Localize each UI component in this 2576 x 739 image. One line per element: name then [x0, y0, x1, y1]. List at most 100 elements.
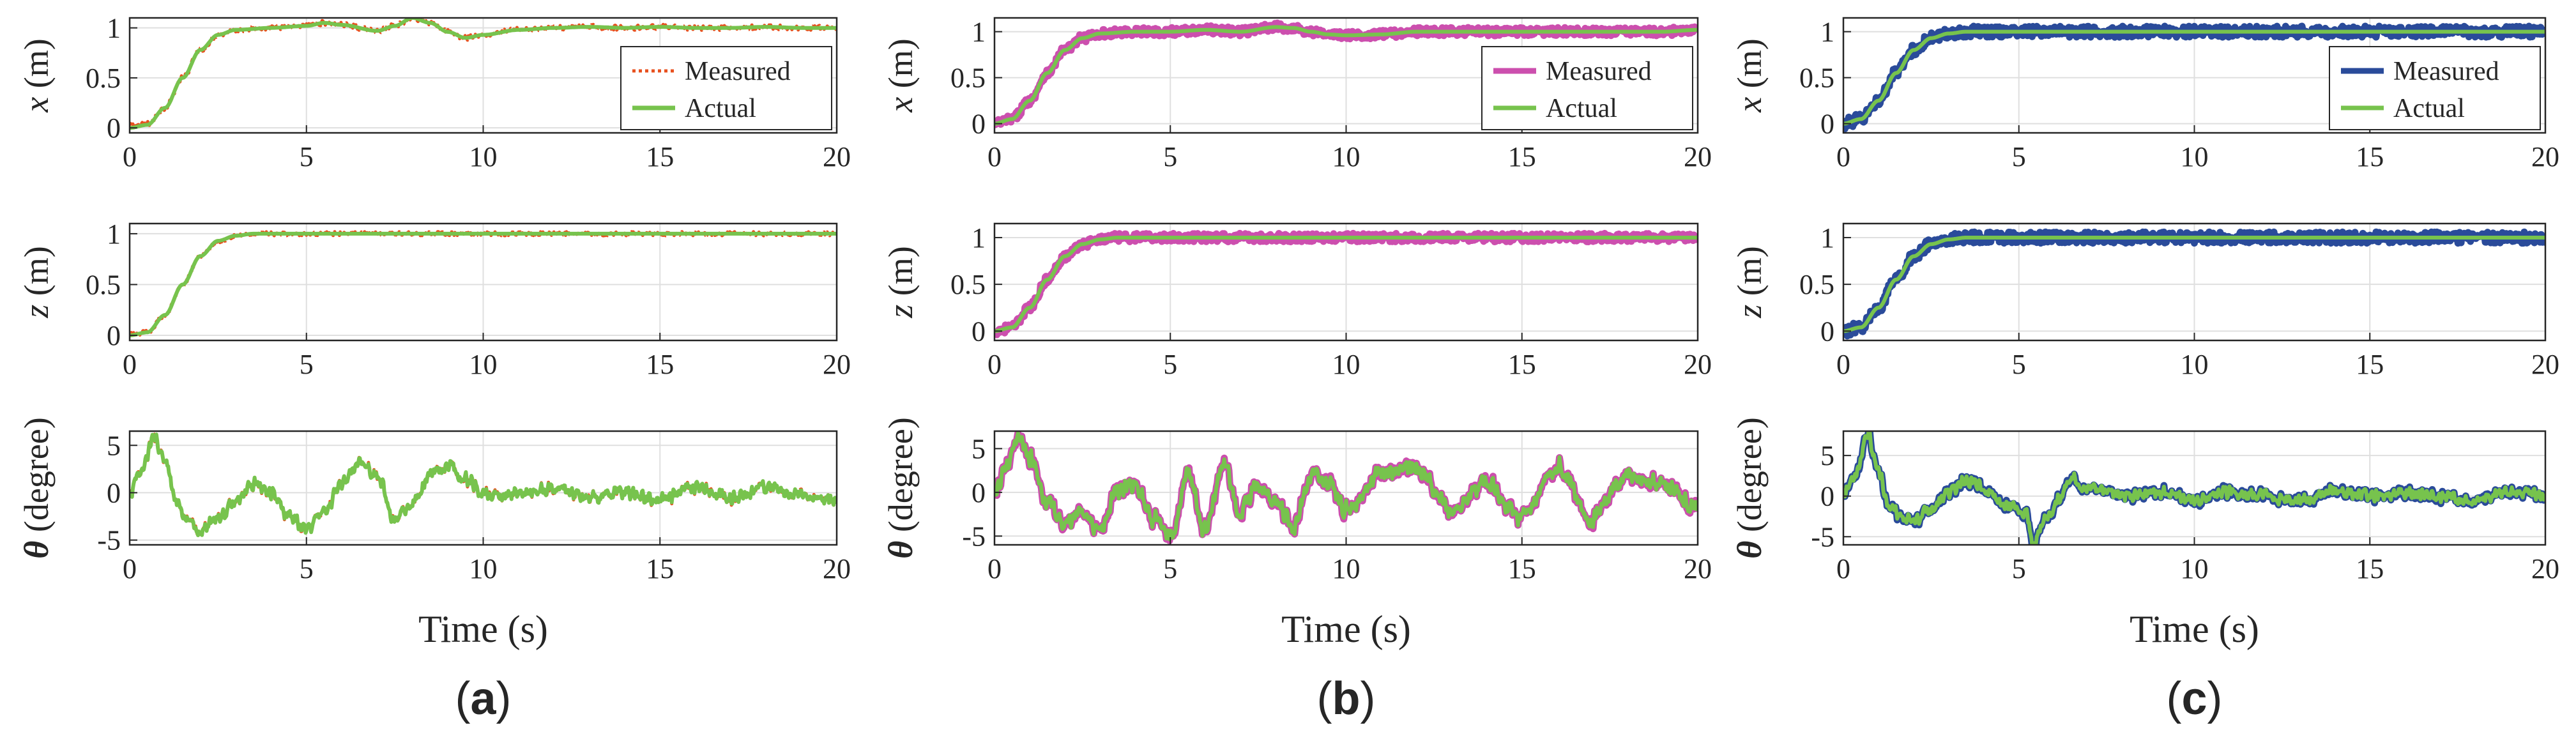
x-tick-label: 0 [123, 141, 137, 172]
subplot-b-z: 0 5 10 15 20 0 0.5 1 z (m) [881, 222, 1712, 380]
legend-label-actual: Actual [1546, 94, 1617, 123]
legend-label-measured: Measured [2393, 57, 2499, 86]
x-tick-label: 5 [300, 349, 314, 380]
x-tick-label: 15 [646, 349, 674, 380]
x-tick-label: 15 [1508, 141, 1536, 172]
x-tick-label: 15 [2356, 141, 2384, 172]
x-tick-label: 5 [1163, 349, 1177, 380]
series-line-actual [130, 432, 837, 537]
series-group [1843, 22, 2545, 133]
x-tick-label: 10 [1332, 553, 1360, 584]
x-axis-label: Time (s) [2130, 608, 2259, 650]
x-tick-label: 0 [987, 349, 1002, 380]
x-tick-label: 0 [123, 553, 137, 584]
x-tick-label: 5 [300, 553, 314, 584]
panel-caption-b: (b) [1317, 673, 1376, 724]
y-tick-label: 0 [1820, 316, 1834, 347]
y-tick-label: -5 [97, 525, 121, 556]
x-tick-label: 10 [469, 349, 498, 380]
series-line-actual [1843, 236, 2545, 333]
x-tick-label: 20 [1684, 553, 1712, 584]
y-tick-label: 5 [972, 433, 986, 464]
y-tick-label: -5 [962, 521, 986, 552]
y-tick-label: 1 [1820, 17, 1834, 48]
y-axis-label: z (m) [17, 246, 56, 318]
y-tick-label: 1 [972, 222, 986, 254]
legend: Measured Actual [620, 46, 832, 130]
y-tick-label: 5 [107, 430, 121, 461]
x-tick-label: 10 [469, 553, 498, 584]
legend-box [620, 46, 832, 130]
y-tick-label: 5 [1820, 440, 1834, 471]
x-tick-label: 10 [1332, 349, 1360, 380]
series-line-actual [995, 431, 1698, 542]
x-tick-label: 20 [823, 141, 851, 172]
x-tick-label: 5 [2012, 141, 2026, 172]
y-tick-label: 0 [107, 320, 121, 351]
x-tick-label: 20 [1684, 349, 1712, 380]
x-axis-label: Time (s) [418, 608, 548, 650]
x-tick-label: 5 [1163, 141, 1177, 172]
legend: Measured Actual [1481, 46, 1693, 130]
x-axis-label: Time (s) [1281, 608, 1411, 650]
y-tick-label: 1 [107, 218, 121, 250]
x-tick-label: 20 [823, 553, 851, 584]
series-group [130, 18, 837, 130]
x-tick-label: 0 [123, 349, 137, 380]
y-axis-label: x (m) [881, 38, 920, 112]
y-axis-label: x (m) [1730, 38, 1769, 112]
y-tick-label: 0 [107, 112, 121, 144]
x-tick-label: 20 [2531, 141, 2559, 172]
y-axis-label: z (m) [1730, 246, 1769, 318]
y-tick-label: -5 [1811, 521, 1834, 552]
x-tick-label: 10 [469, 141, 498, 172]
panel-caption-a: (a) [455, 673, 511, 724]
y-axis-label: θ (degree) [1730, 417, 1769, 558]
y-tick-label: 0.5 [86, 63, 121, 94]
x-tick-label: 5 [1163, 553, 1177, 584]
subplot-a-x: 0 5 10 15 20 0 0.5 1 x (m) Measured Actual [17, 13, 851, 172]
series-group [1843, 431, 2545, 545]
x-tick-label: 20 [1684, 141, 1712, 172]
x-tick-label: 5 [2012, 349, 2026, 380]
series-line-actual [130, 231, 837, 337]
x-tick-label: 0 [1836, 141, 1850, 172]
series-group [130, 432, 837, 538]
y-tick-label: 0 [1820, 109, 1834, 140]
subplot-c-x: 0 5 10 15 20 0 0.5 1 x (m) Measured Actual [1730, 17, 2559, 172]
x-tick-label: 20 [2531, 553, 2559, 584]
y-tick-label: 0 [972, 109, 986, 140]
series-line-actual [995, 25, 1698, 126]
x-tick-label: 10 [2181, 553, 2209, 584]
panel-caption-c: (c) [2166, 673, 2222, 724]
subplot-c-z: 0 5 10 15 20 0 0.5 1 z (m) [1730, 222, 2559, 380]
y-axis-label: z (m) [881, 246, 920, 318]
y-tick-label: 0 [972, 477, 986, 508]
subplot-a-z: 0 5 10 15 20 0 0.5 1 z (m) [17, 218, 851, 380]
x-tick-label: 0 [987, 553, 1002, 584]
legend-label-measured: Measured [685, 57, 791, 86]
y-tick-label: 0.5 [1799, 63, 1834, 94]
x-tick-label: 0 [1836, 349, 1850, 380]
y-tick-label: 0.5 [86, 269, 121, 300]
legend-box [1481, 46, 1693, 130]
y-tick-label: 0 [1820, 481, 1834, 512]
y-tick-label: 0 [972, 316, 986, 347]
series-line-actual [130, 18, 837, 130]
series-line-actual [995, 236, 1698, 333]
x-tick-label: 15 [2356, 349, 2384, 380]
legend: Measured Actual [2329, 46, 2541, 130]
y-tick-label: 1 [1820, 222, 1834, 254]
series-group [130, 230, 837, 337]
x-tick-label: 20 [2531, 349, 2559, 380]
y-axis-label: θ (degree) [17, 417, 56, 558]
x-tick-label: 10 [1332, 141, 1360, 172]
y-tick-label: 0.5 [950, 63, 986, 94]
x-tick-label: 20 [823, 349, 851, 380]
series-line-actual [1843, 431, 2545, 545]
y-axis-label: x (m) [17, 38, 56, 112]
x-tick-label: 10 [2181, 349, 2209, 380]
